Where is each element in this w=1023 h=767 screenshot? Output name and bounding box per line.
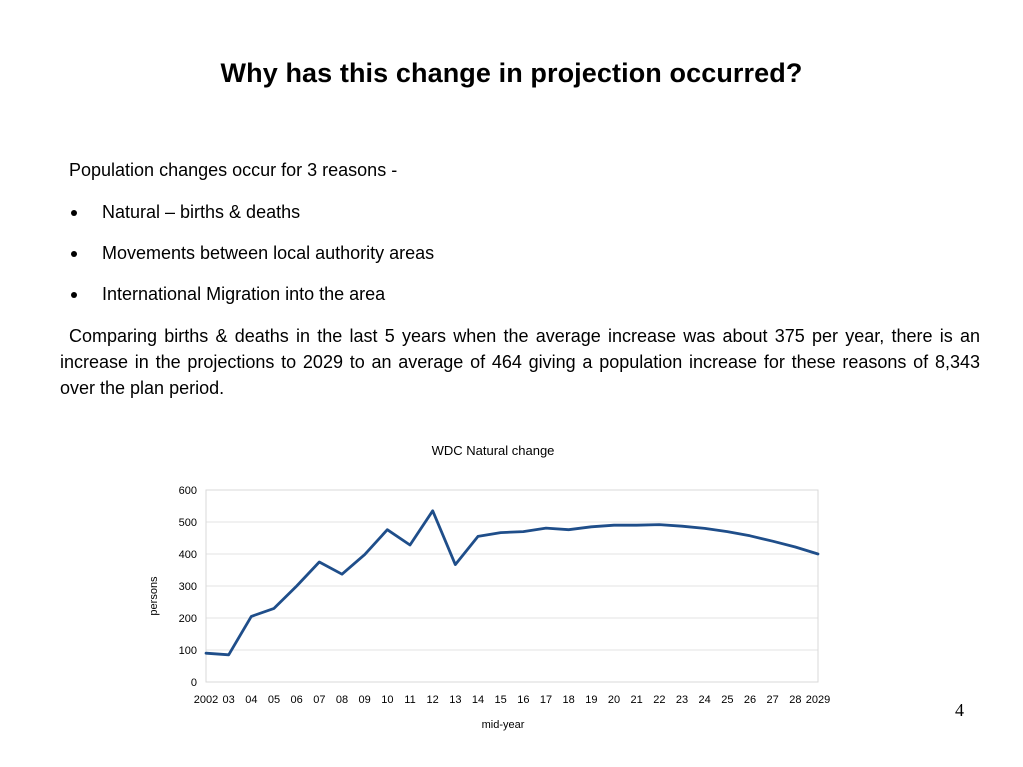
x-tick-label: 11 — [404, 694, 415, 706]
x-tick-label: 13 — [449, 694, 461, 706]
y-tick-label: 600 — [179, 485, 197, 497]
x-tick-label: 03 — [223, 694, 235, 706]
y-tick-label: 500 — [179, 517, 197, 529]
x-tick-label: 07 — [313, 694, 325, 706]
x-tick-label: 16 — [517, 694, 529, 706]
bullet-text: Natural – births & deaths — [102, 202, 301, 222]
y-tick-label: 100 — [179, 645, 197, 657]
intro-text: Population changes occur for 3 reasons - — [69, 160, 398, 180]
x-tick-label: 23 — [676, 694, 688, 706]
y-tick-label: 200 — [179, 613, 197, 625]
slide-number: 4 — [955, 700, 964, 720]
chart-title: WDC Natural change — [432, 443, 555, 458]
chart-series — [204, 509, 820, 657]
y-axis-label: persons — [148, 576, 160, 616]
x-axis-label: mid-year — [482, 719, 525, 731]
x-tick-label: 25 — [721, 694, 733, 706]
x-tick-label: 2002 — [194, 694, 218, 706]
x-tick-label: 24 — [699, 694, 711, 706]
bullet-dot-icon — [71, 292, 77, 298]
x-tick-label: 21 — [631, 694, 643, 706]
x-axis-ticks: 2002 03 04 05 06 07 08 09 10 11 12 13 14 15 16 17 18 19 20… — [194, 694, 830, 706]
x-tick-label: 27 — [767, 694, 779, 706]
y-axis-ticks: 0 100 200 300 400 500 600 — [179, 485, 197, 689]
y-tick-label: 0 — [191, 677, 197, 689]
x-tick-label: 06 — [291, 694, 303, 706]
x-tick-label: 22 — [653, 694, 665, 706]
x-tick-label: 09 — [359, 694, 371, 706]
x-tick-label: 08 — [336, 694, 348, 706]
bullet-dot-icon — [71, 251, 77, 257]
x-tick-label: 26 — [744, 694, 756, 706]
x-tick-label: 05 — [268, 694, 280, 706]
x-tick-label: 04 — [245, 694, 257, 706]
explanation-paragraph: Comparing births & deaths in the last 5 … — [60, 326, 980, 398]
bullet-text: Movements between local authority areas — [102, 243, 435, 263]
plot-area-frame — [205, 489, 819, 683]
x-tick-label: 19 — [585, 694, 597, 706]
x-tick-label: 20 — [608, 694, 620, 706]
x-tick-label: 18 — [563, 694, 575, 706]
bullet-text: International Migration into the area — [102, 284, 386, 304]
slide-title: Why has this change in projection occurr… — [220, 58, 803, 88]
y-tick-label: 400 — [179, 549, 197, 561]
x-tick-label: 15 — [495, 694, 507, 706]
x-tick-label: 14 — [472, 694, 484, 706]
series-line — [204, 509, 820, 657]
x-tick-label: 17 — [540, 694, 552, 706]
bullet-dot-icon — [71, 210, 77, 216]
x-tick-label: 28 — [789, 694, 801, 706]
x-tick-label: 10 — [381, 694, 393, 706]
x-tick-label: 12 — [427, 694, 439, 706]
y-tick-label: 300 — [179, 581, 197, 593]
x-tick-label: 2029 — [806, 694, 830, 706]
